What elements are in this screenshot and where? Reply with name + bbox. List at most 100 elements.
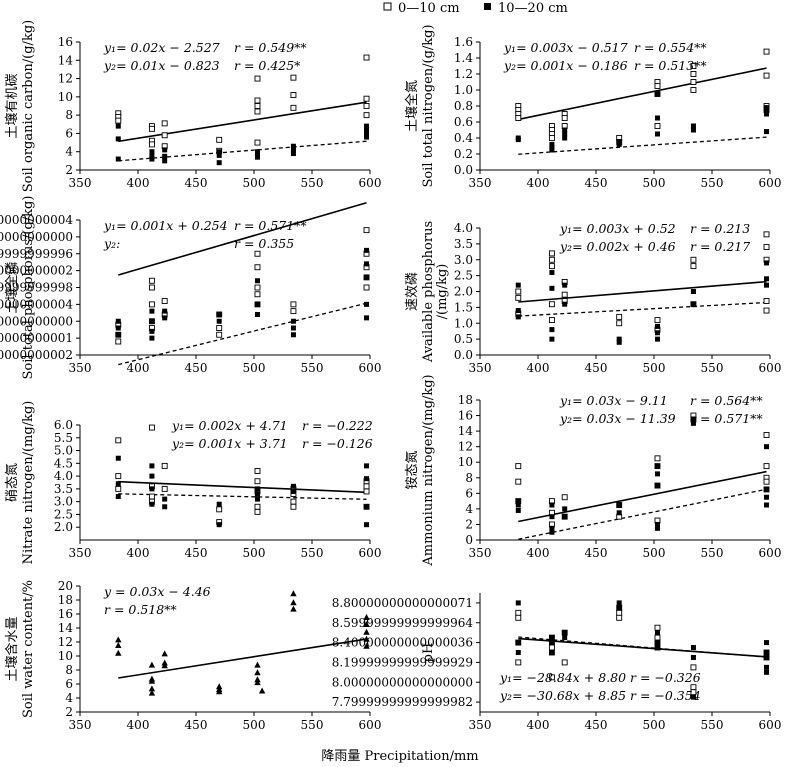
fit-line-0-10cm [118, 638, 367, 679]
equation-text: y₁= 0.002x + 4.71 [171, 418, 288, 433]
x-tick-label: 550 [701, 718, 724, 732]
data-point-triangle [254, 679, 261, 686]
data-point-filled-square [690, 694, 696, 700]
correlation-text: r = −0.354 [630, 688, 701, 703]
data-point-open-square [515, 288, 522, 295]
data-point-filled-square [616, 510, 622, 516]
data-point-filled-square [562, 301, 568, 307]
data-point-triangle [290, 590, 297, 597]
data-point-filled-square [290, 325, 296, 331]
x-tick-label: 400 [127, 176, 150, 190]
fit-line-10-20cm [518, 301, 767, 317]
y-tick-label: 1.0 [454, 316, 473, 330]
data-point-filled-square [216, 149, 222, 155]
data-point-filled-square [364, 261, 370, 267]
correlation-text: r = 0.213 [690, 221, 750, 236]
data-point-open-square [254, 478, 261, 485]
data-point-filled-square [254, 278, 260, 284]
data-point-filled-square [364, 126, 370, 132]
x-tick-label: 450 [185, 361, 208, 375]
data-point-open-square [763, 432, 770, 438]
correlation-text: r = −0.222 [302, 418, 373, 433]
y-tick-label: 8.00000000000000000 [332, 675, 473, 689]
y-axis-title: Soil total nitrogen/(g/kg) [421, 24, 436, 187]
data-point-open-square [148, 141, 155, 148]
data-point-filled-square [364, 522, 370, 528]
data-point-open-square [690, 79, 697, 85]
data-point-filled-square [515, 650, 521, 655]
chart-panel-8: 7.79999999999999982 8.00000000000000000 8.… [332, 593, 782, 732]
data-point-open-square [161, 132, 168, 139]
data-point-filled-square [254, 491, 260, 497]
equation-text: y₂= −30.68x + 8.85 [499, 688, 626, 703]
correlation-text: r = 0.513** [634, 58, 707, 73]
data-point-filled-square [764, 650, 770, 655]
data-point-filled-square [162, 504, 168, 510]
x-tick-label: 350 [469, 176, 492, 190]
legend-series2-label: 10—20 cm [498, 1, 568, 16]
y-tick-label: 0.50000000000000000 [0, 314, 73, 328]
data-point-open-square [363, 227, 370, 234]
data-point-open-square [763, 231, 770, 238]
correlation-text: r = 0.217 [690, 239, 750, 254]
y-tick-label: 6 [465, 486, 473, 500]
y-tick-label: 0.8 [454, 99, 473, 113]
data-point-filled-square [690, 420, 696, 426]
data-point-filled-square [364, 315, 370, 321]
data-point-filled-square [364, 504, 370, 510]
data-point-open-square [254, 508, 261, 515]
data-point-filled-square [562, 131, 568, 137]
data-point-filled-square [549, 147, 555, 153]
data-point-filled-square [764, 669, 770, 675]
correlation-text: r = 0.564** [690, 393, 763, 408]
data-point-filled-square [515, 507, 521, 513]
data-point-open-square [654, 624, 661, 631]
y-tick-label: 4 [65, 691, 73, 705]
data-point-filled-square [654, 645, 660, 651]
data-point-filled-square [216, 152, 222, 158]
data-point-filled-square [515, 502, 521, 508]
x-tick-label: 600 [759, 718, 782, 732]
data-point-filled-square [562, 282, 568, 288]
y-tick-label: 3.5 [454, 237, 473, 251]
data-point-open-square [690, 63, 697, 69]
x-tick-label: 550 [301, 176, 324, 190]
data-point-filled-square [654, 521, 660, 527]
data-point-filled-square [654, 630, 660, 636]
x-tick-label: 550 [301, 546, 324, 560]
y-tick-label: 0.75000000000000000 [0, 230, 73, 244]
x-tick-label: 600 [759, 176, 782, 190]
y-tick-label: 0.5 [454, 332, 473, 346]
y-axis-title: Soil water content/% [21, 580, 36, 718]
data-point-filled-square [216, 522, 222, 528]
x-tick-label: 600 [359, 176, 382, 190]
y-tick-label: 3.0 [454, 253, 473, 267]
x-tick-label: 450 [185, 546, 208, 560]
x-tick-label: 450 [185, 176, 208, 190]
data-point-triangle [161, 650, 168, 657]
data-point-filled-square [654, 463, 660, 469]
y-tick-label: 8.80000000000000071 [332, 596, 473, 610]
y-axis-title: Nitrate nitrogen/(mg/kg) [21, 401, 36, 565]
equation-text: y₂= 0.01x − 0.823 [103, 58, 220, 73]
data-point-open-square [363, 103, 370, 109]
data-point-filled-square [290, 147, 296, 153]
data-point-open-square [363, 488, 370, 495]
data-point-triangle [254, 669, 261, 676]
data-point-filled-square [254, 486, 260, 492]
data-point-filled-square [290, 318, 296, 324]
data-point-filled-square [654, 115, 660, 121]
x-tick-label: 350 [469, 361, 492, 375]
data-point-open-square [290, 498, 297, 505]
data-point-filled-square [162, 496, 168, 502]
data-point-filled-square [254, 496, 260, 502]
correlation-text: r = −0.126 [302, 436, 373, 451]
y-axis-title: pH [421, 643, 436, 663]
data-point-filled-square [549, 327, 555, 333]
data-point-open-square [763, 298, 770, 304]
data-point-filled-square [654, 336, 660, 342]
data-point-filled-square [562, 127, 568, 133]
y-tick-label: 1.4 [454, 51, 473, 65]
y-tick-label: 4.0 [454, 221, 473, 235]
